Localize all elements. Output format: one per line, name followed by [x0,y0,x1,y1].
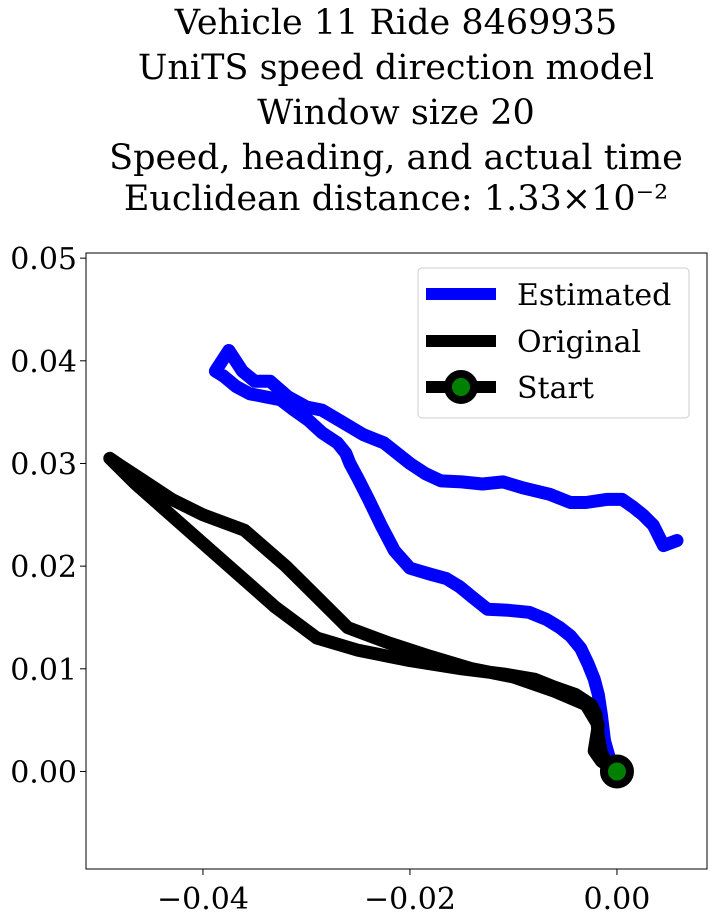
y-tick-label: 0.01 [10,653,77,688]
series-line-estimated [208,344,684,778]
title-line-2: UniTS speed direction model [138,48,654,88]
legend: Estimated Original Start [417,267,690,419]
title-line-5: Euclidean distance: 1.33×10⁻² [124,179,668,219]
title-line-1: Vehicle 11 Ride 8469935 [174,3,617,43]
series-layer [103,344,684,778]
start-marker [599,754,634,789]
x-tick-label: −0.02 [364,882,456,916]
legend-swatch-start-marker [444,370,478,404]
marker-layer [599,754,634,789]
title-line-4: Speed, heading, and actual time [109,138,683,178]
y-tick-label: 0.04 [10,345,77,380]
chart-title: Vehicle 11 Ride 8469935 UniTS speed dire… [109,3,683,219]
legend-label-original: Original [517,325,641,360]
series-line-original [103,451,624,778]
x-axis: −0.04 −0.02 0.00 [157,869,650,916]
legend-label-start: Start [517,371,594,406]
plot-frame [85,252,708,870]
x-tick-label: 0.00 [584,882,651,916]
title-line-3: Window size 20 [257,93,535,133]
y-tick-label: 0.00 [10,755,77,790]
y-tick-label: 0.03 [10,447,77,482]
legend-box [417,267,690,419]
y-axis: 0.00 0.01 0.02 0.03 0.04 0.05 [10,242,86,790]
y-tick-label: 0.05 [10,242,77,277]
y-tick-label: 0.02 [10,550,77,585]
x-tick-label: −0.04 [157,882,249,916]
legend-label-estimated: Estimated [517,278,671,313]
